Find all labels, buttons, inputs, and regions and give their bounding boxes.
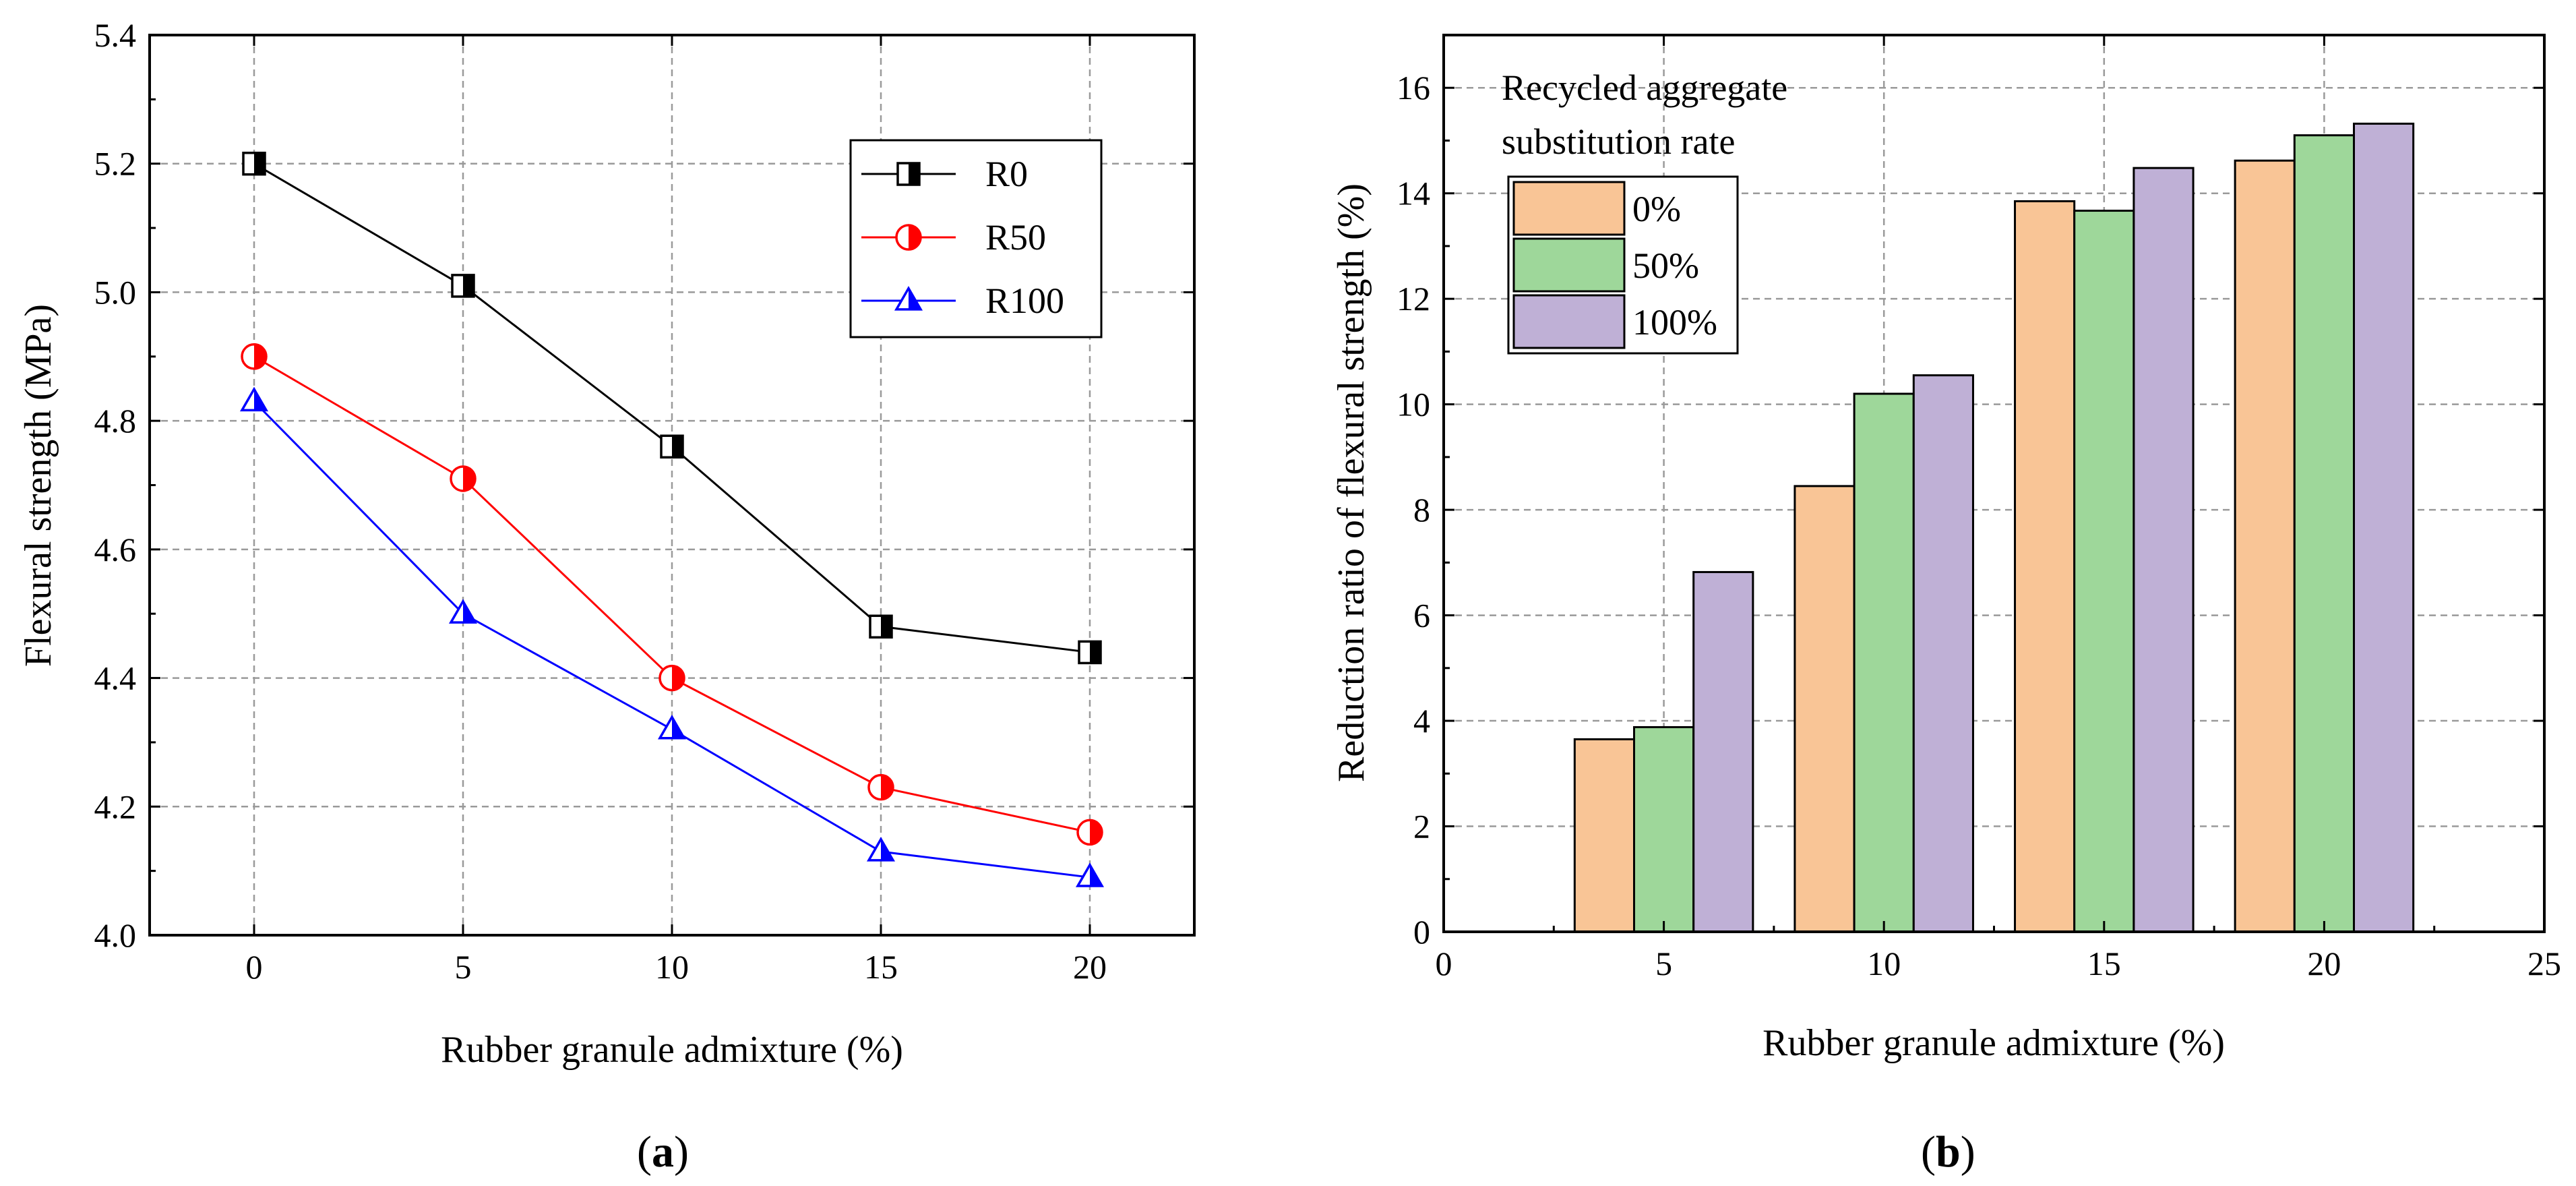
legend-item-0pct: 0% [1512, 181, 1681, 236]
bar-50pct-20 [2293, 134, 2355, 933]
chart-a-y-tick-label: 4.6 [94, 531, 137, 568]
data-point-r100 [239, 386, 269, 412]
chart-b-y-tick-label: 6 [1413, 597, 1430, 634]
data-point-r100 [866, 837, 896, 862]
legend-marker-r0 [896, 162, 921, 186]
bar-100pct-20 [2352, 122, 2415, 933]
legend-label-r100: R100 [985, 280, 1064, 321]
bar-0pct-10 [1793, 485, 1856, 933]
chart-b-ticks [1442, 35, 2546, 933]
chart-a-x-axis-label: Rubber granule admixture (%) [441, 1029, 903, 1071]
bar-0pct-20 [2234, 159, 2296, 933]
bar-0pct-15 [2014, 200, 2076, 933]
chart-b: 0 5 10 15 20 25 0 2 4 6 8 10 12 14 16 Recycled aggreg… [1330, 34, 2562, 1177]
bar-0pct-5 [1573, 738, 1636, 933]
chart-b-x-tick-label: 20 [2307, 945, 2341, 982]
data-point-r100 [1075, 862, 1105, 887]
data-point-r50 [867, 773, 894, 801]
chart-a-y-tick-label: 4.2 [94, 788, 137, 825]
chart-a-y-tick-label: 5.2 [94, 145, 137, 183]
chart-b-y-tick-label: 10 [1397, 386, 1430, 423]
chart-b-x-tick-label: 5 [1655, 945, 1672, 982]
chart-a-legend: R0 R50 R100 [849, 139, 1103, 338]
chart-b-x-tick-label: 10 [1867, 945, 1901, 982]
data-point-r0 [451, 274, 475, 298]
panel-label-b: (b) [1921, 1127, 1975, 1177]
chart-b-legend: Recycled aggregate substitution rate 0% … [1502, 67, 1787, 355]
legend-item-100pct: 100% [1512, 294, 1717, 349]
chart-b-legend-title-line1: Recycled aggregate [1502, 67, 1787, 108]
data-point-r50 [1076, 819, 1103, 846]
chart-b-y-tick-label: 8 [1413, 491, 1430, 529]
chart-b-y-tick-label: 0 [1413, 913, 1430, 951]
chart-a-x-tick-label: 10 [655, 948, 689, 986]
data-point-r100 [657, 714, 687, 740]
chart-a-y-tick-label: 5.0 [94, 273, 137, 311]
chart-a-markers [239, 151, 1105, 887]
chart-a-y-axis-label: Flexural strength (MPa) [18, 304, 59, 667]
data-point-r100 [448, 599, 478, 624]
panel-label-a: (a) [637, 1127, 689, 1177]
legend-item-50pct: 50% [1512, 237, 1699, 293]
chart-b-bars [1573, 122, 2415, 933]
legend-label-r0: R0 [985, 154, 1028, 194]
chart-a-x-tick-label: 15 [864, 948, 898, 986]
chart-b-y-tick-label: 2 [1413, 808, 1430, 846]
bar-100pct-5 [1692, 570, 1754, 933]
legend-item-r100: R100 [861, 280, 1064, 321]
chart-a-x-tick-label: 5 [455, 948, 472, 986]
legend-item-r0: R0 [861, 154, 1028, 194]
chart-b-y-tick-label: 16 [1397, 69, 1430, 107]
chart-b-x-tick-labels: 0 5 10 15 20 25 [1436, 945, 2562, 982]
chart-a-x-tick-labels: 0 5 10 15 20 [246, 948, 1107, 986]
chart-b-x-tick-label: 0 [1436, 945, 1452, 982]
chart-a-y-tick-label: 5.4 [94, 16, 137, 54]
bar-100pct-15 [2133, 167, 2195, 933]
chart-b-x-tick-label: 25 [2527, 945, 2561, 982]
legend-swatch-0pct [1512, 181, 1626, 236]
legend-item-r50: R50 [861, 217, 1046, 258]
chart-b-y-tick-label: 4 [1413, 702, 1430, 740]
legend-marker-shape-r100 [894, 286, 923, 311]
chart-a-ticks [150, 34, 1194, 937]
chart-b-legend-title-line2: substitution rate [1502, 121, 1735, 162]
legend-marker-shape-r0 [896, 162, 921, 186]
legend-label-0pct: 0% [1632, 189, 1681, 229]
legend-label-100pct: 100% [1632, 302, 1717, 343]
legend-marker-shape-r50 [895, 224, 922, 251]
data-point-r50 [450, 465, 477, 492]
legend-label-r50: R50 [985, 217, 1046, 258]
chart-b-y-axis-label: Reduction ratio of flexural strength (%) [1330, 183, 1372, 782]
chart-b-y-tick-label: 14 [1397, 175, 1430, 212]
chart-a-y-tick-label: 4.8 [94, 402, 137, 440]
chart-a-y-tick-label: 4.4 [94, 659, 137, 697]
chart-b-x-tick-label: 15 [2087, 945, 2121, 982]
chart-a-x-tick-label: 20 [1073, 948, 1107, 986]
data-point-r50 [658, 664, 685, 692]
chart-a-x-tick-label: 0 [246, 948, 263, 986]
chart-b-y-tick-label: 12 [1397, 280, 1430, 318]
data-point-r0 [869, 614, 893, 639]
data-point-r0 [660, 434, 684, 459]
legend-label-50pct: 50% [1632, 245, 1699, 286]
bar-50pct-10 [1853, 392, 1915, 933]
chart-a-y-tick-label: 4.0 [94, 916, 137, 954]
chart-b-x-axis-label: Rubber granule admixture (%) [1762, 1022, 2225, 1064]
legend-marker-r100 [894, 286, 923, 311]
bar-50pct-5 [1633, 725, 1695, 933]
chart-b-y-tick-labels: 0 2 4 6 8 10 12 14 16 [1397, 69, 1430, 951]
chart-a-y-tick-labels: 4.0 4.2 4.4 4.6 4.8 5.0 5.2 5.4 [94, 16, 137, 954]
bar-100pct-10 [1912, 374, 1974, 933]
legend-swatch-100pct [1512, 294, 1626, 349]
legend-marker-r50 [895, 224, 922, 251]
data-point-r0 [1078, 640, 1102, 665]
legend-swatch-50pct [1512, 237, 1626, 293]
data-point-r0 [242, 151, 266, 176]
bar-50pct-15 [2073, 210, 2135, 933]
data-point-r50 [241, 343, 268, 370]
chart-a: 0 5 10 15 20 4.0 4.2 4.4 4.6 4.8 5.0 5.2 5.4 R0 R50… [18, 16, 1196, 1177]
